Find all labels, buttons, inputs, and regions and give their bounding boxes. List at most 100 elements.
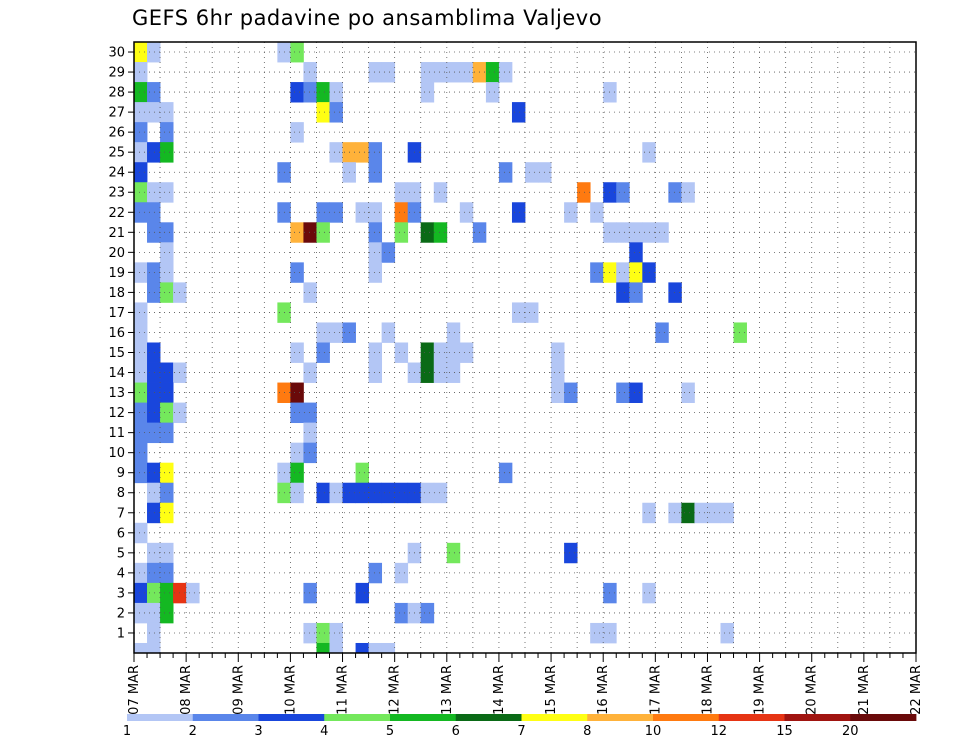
heatmap-cell	[134, 582, 148, 604]
heatmap-cell	[551, 342, 565, 363]
heatmap-cell	[368, 482, 383, 504]
heatmap-cell	[590, 262, 604, 283]
y-tick-label: 23	[108, 186, 125, 201]
heatmap-cell	[134, 142, 148, 163]
heatmap-cell	[368, 642, 383, 654]
colorbar-label: 12	[710, 724, 727, 739]
heatmap-cell	[160, 122, 174, 143]
y-tick-label: 8	[117, 486, 125, 501]
heatmap-cell	[134, 102, 148, 123]
colorbar-label: 15	[776, 724, 793, 739]
heatmap-cell	[160, 362, 174, 383]
x-tick-label: 13 MAR	[440, 665, 455, 715]
heatmap-cell	[134, 122, 148, 143]
heatmap-cell	[733, 322, 747, 343]
heatmap-cell	[355, 482, 369, 504]
heatmap-cell	[446, 62, 461, 83]
colorbar-segment	[850, 714, 917, 721]
y-tick-label: 5	[117, 546, 125, 561]
y-tick-label: 30	[108, 46, 125, 61]
heatmap-cell	[147, 82, 161, 103]
heatmap-cell	[420, 62, 435, 83]
heatmap-cell	[525, 162, 539, 183]
heatmap-cell	[355, 142, 369, 163]
heatmap-cell	[446, 542, 461, 564]
heatmap-cell	[394, 182, 409, 203]
heatmap-cell	[147, 342, 161, 363]
heatmap-cell	[668, 182, 682, 203]
y-tick-label: 1	[117, 626, 125, 641]
heatmap-cell	[290, 442, 304, 464]
heatmap-cell	[655, 222, 669, 243]
heatmap-cell	[147, 602, 161, 624]
heatmap-cell	[160, 182, 174, 203]
y-tick-label: 18	[108, 286, 125, 301]
heatmap-cell	[316, 642, 330, 654]
heatmap-cell	[147, 362, 161, 383]
heatmap-cell	[564, 202, 578, 223]
y-tick-label: 6	[117, 526, 125, 541]
colorbar-label: 6	[452, 724, 460, 739]
heatmap-cell	[420, 222, 435, 243]
heatmap-cell	[303, 362, 317, 383]
heatmap-cell	[147, 542, 161, 564]
chart-title: GEFS 6hr padavine po ansamblima Valjevo	[132, 6, 603, 30]
colorbar-segment	[192, 714, 259, 721]
heatmap-cell	[303, 442, 317, 464]
heatmap-cell	[433, 342, 448, 363]
heatmap-cell	[551, 382, 565, 403]
heatmap-cell	[681, 382, 695, 403]
colorbar-segment	[390, 714, 457, 721]
heatmap-cell	[459, 62, 474, 83]
heatmap-cell	[355, 462, 369, 484]
x-tick-label: 17 MAR	[648, 665, 663, 715]
heatmap-cell	[629, 262, 643, 283]
heatmap-cell	[355, 582, 369, 604]
y-tick-label: 13	[108, 386, 125, 401]
heatmap-cell	[420, 482, 435, 504]
heatmap-cell	[147, 102, 161, 123]
heatmap-cell	[329, 102, 343, 123]
colorbar-label: 7	[517, 724, 525, 739]
y-tick-label: 28	[108, 86, 125, 101]
heatmap-cell	[147, 642, 161, 654]
heatmap-cell	[433, 62, 448, 83]
heatmap-cell	[134, 602, 148, 624]
colorbar-label: 10	[645, 724, 662, 739]
heatmap-cell	[368, 242, 383, 263]
heatmap-cell	[303, 402, 317, 424]
heatmap-cell	[368, 562, 383, 584]
heatmap-cell	[420, 602, 435, 624]
y-tick-label: 16	[108, 326, 125, 341]
heatmap-cell	[134, 262, 148, 283]
x-tick-label: 20 MAR	[805, 665, 820, 715]
heatmap-cell	[316, 482, 330, 504]
heatmap-cell	[720, 622, 734, 644]
heatmap-cell	[616, 222, 630, 243]
heatmap-cell	[147, 502, 161, 524]
heatmap-cell	[668, 282, 682, 303]
y-tick-label: 14	[108, 366, 125, 381]
heatmap-cell	[590, 622, 604, 644]
heatmap-cell	[134, 182, 148, 203]
heatmap-cell	[577, 182, 591, 203]
heatmap-cell	[303, 422, 317, 444]
heatmap-cell	[681, 182, 695, 203]
colorbar-segment	[718, 714, 785, 721]
heatmap-cell	[381, 482, 396, 504]
heatmap-cell	[655, 322, 669, 343]
heatmap-cell	[160, 582, 174, 604]
heatmap-cell	[616, 382, 630, 403]
y-tick-label: 11	[108, 426, 125, 441]
y-tick-label: 19	[108, 266, 125, 281]
y-tick-label: 7	[117, 506, 125, 521]
heatmap-cell	[498, 62, 513, 83]
heatmap-cell	[316, 82, 330, 103]
heatmap-cell	[134, 522, 148, 544]
heatmap-cell	[316, 102, 330, 123]
heatmap-cell	[147, 262, 161, 283]
heatmap-cell	[433, 222, 448, 243]
y-tick-label: 27	[108, 106, 125, 121]
heatmap-cell	[446, 322, 461, 343]
heatmap-cell	[160, 502, 174, 524]
